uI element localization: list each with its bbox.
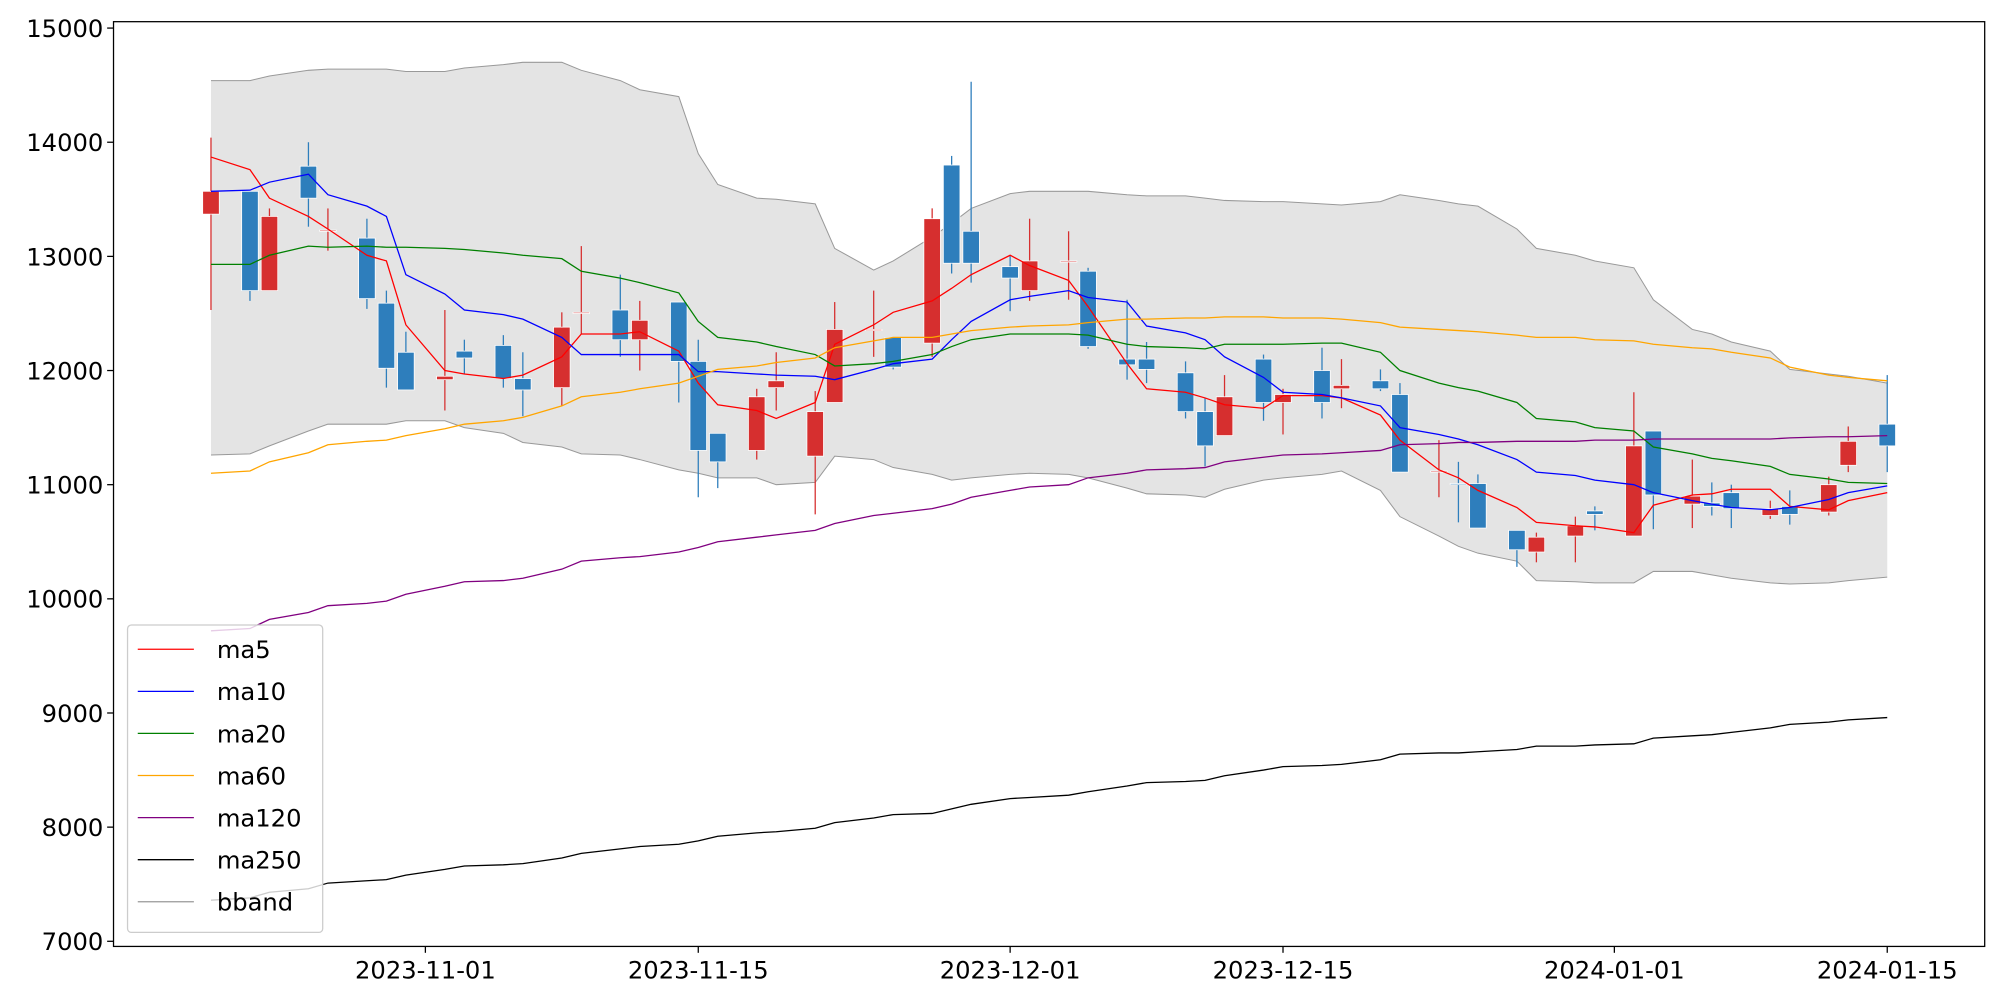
candle-body <box>1196 411 1214 447</box>
candle-body <box>1371 380 1390 390</box>
candle-body <box>1274 394 1292 403</box>
candle-body <box>397 351 415 391</box>
legend-label: ma5 <box>217 636 271 664</box>
candle-body <box>806 411 824 457</box>
candle-body <box>1586 510 1604 515</box>
candle-body <box>923 218 941 344</box>
y-tick-label: 12000 <box>26 357 103 385</box>
candle-body <box>1332 384 1351 390</box>
ma-line <box>210 716 1888 901</box>
candle-body <box>455 350 474 359</box>
candle-body <box>241 190 259 292</box>
y-tick-label: 7000 <box>42 928 104 956</box>
x-tick-label: 2024-01-01 <box>1544 956 1685 984</box>
ma-line <box>210 173 1888 511</box>
candle-body <box>1118 358 1136 366</box>
y-tick-label: 15000 <box>26 15 103 43</box>
y-tick-label: 8000 <box>42 814 104 842</box>
bband-upper <box>210 61 1888 384</box>
bband-area <box>210 62 1888 584</box>
x-tick-label: 2024-01-15 <box>1817 956 1958 984</box>
candle-body <box>202 190 220 215</box>
candle-body <box>358 237 376 299</box>
legend: ma5 ma10 ma20 ma60 ma120 ma250 bband <box>126 624 324 934</box>
candle-body <box>494 345 513 379</box>
candle-body <box>1215 396 1234 436</box>
candle-body <box>631 319 649 341</box>
x-tick-label: 2023-12-15 <box>1213 956 1354 984</box>
candle-body <box>572 311 590 314</box>
candle-body <box>962 230 980 264</box>
bband-lower <box>210 420 1888 585</box>
candle-body <box>1449 483 1468 486</box>
candle-body <box>767 380 785 389</box>
y-tick-label: 10000 <box>26 586 103 614</box>
legend-label: ma10 <box>217 678 286 706</box>
candle-body <box>1137 358 1156 370</box>
candle-body <box>1059 260 1078 263</box>
candle-body <box>1001 266 1019 279</box>
candle-body <box>377 302 396 369</box>
candle-body <box>1566 525 1585 537</box>
ma-line <box>210 316 1888 474</box>
candle-body <box>670 301 688 362</box>
x-tick-label: 2023-11-15 <box>628 956 769 984</box>
ma-line <box>210 156 1888 534</box>
candle-body <box>1644 430 1663 496</box>
legend-label: ma20 <box>217 720 286 748</box>
y-tick-label: 11000 <box>26 472 103 500</box>
candle-body <box>1878 423 1896 447</box>
candle-body <box>1820 484 1838 513</box>
candle-body <box>319 229 337 232</box>
candle-body <box>611 309 629 341</box>
ma-line <box>210 245 1888 485</box>
x-tick-label: 2023-11-01 <box>355 956 496 984</box>
candle-body <box>1839 440 1857 466</box>
candle-body <box>1430 470 1448 473</box>
candle-body <box>942 164 961 264</box>
candle-body <box>1079 270 1097 347</box>
candle-body <box>1020 260 1039 292</box>
candle-body <box>865 329 883 331</box>
candle-body <box>1508 529 1526 551</box>
y-tick-label: 13000 <box>26 243 103 271</box>
legend-label: ma60 <box>217 762 286 790</box>
candle-body <box>748 396 766 451</box>
candle-body <box>436 375 454 381</box>
ma-line <box>210 434 1888 632</box>
candle-body <box>1761 508 1779 516</box>
y-tick-label: 14000 <box>26 129 103 157</box>
candle-body <box>709 432 727 463</box>
candle-body <box>514 378 532 391</box>
candle-body <box>1527 536 1546 553</box>
legend-label: ma250 <box>217 847 302 875</box>
y-tick-label: 9000 <box>42 700 104 728</box>
legend-label: ma120 <box>217 805 302 833</box>
candle-body <box>1625 445 1643 537</box>
candle-body <box>1722 492 1740 510</box>
candle-body <box>299 165 318 199</box>
legend-box <box>126 624 324 934</box>
candle-body <box>1254 358 1273 403</box>
candle-body <box>1469 483 1487 529</box>
x-tick-label: 2023-12-01 <box>940 956 1081 984</box>
candle-body <box>1313 370 1331 403</box>
candle-body <box>689 361 707 451</box>
legend-label: bband <box>217 889 293 917</box>
candle-body <box>1391 394 1409 473</box>
